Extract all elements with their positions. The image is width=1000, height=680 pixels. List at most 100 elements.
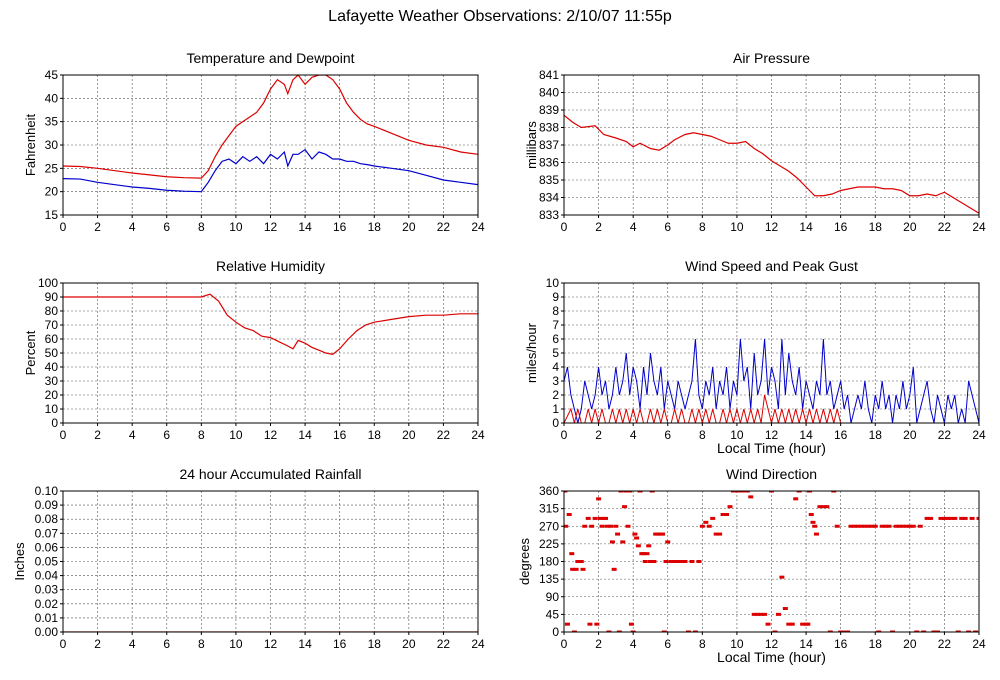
x-tick-label: 16 (333, 637, 347, 651)
x-tick-label: 4 (129, 637, 136, 651)
temp-series-line (63, 75, 478, 179)
x-tick-label: 22 (437, 220, 451, 234)
direction-point (661, 630, 667, 632)
direction-point (841, 630, 847, 632)
y-tick-label: 0.00 (35, 625, 59, 639)
x-tick-label: 18 (368, 428, 382, 442)
y-tick-label: 360 (539, 484, 559, 498)
direction-point (952, 516, 958, 520)
y-tick-label: 837 (539, 138, 559, 152)
direction-point (827, 630, 833, 632)
x-tick-label: 2 (94, 637, 101, 651)
direction-point (609, 540, 615, 544)
direction-point (935, 630, 940, 632)
x-tick-label: 24 (471, 428, 485, 442)
direction-point (931, 630, 937, 632)
x-tick-label: 0 (561, 220, 568, 234)
y-tick-label: 0 (552, 416, 559, 430)
x-tick-label: 10 (229, 220, 243, 234)
direction-point (616, 630, 622, 632)
x-tick-label: 0 (60, 637, 67, 651)
y-tick-label: 9 (552, 290, 559, 304)
y-tick-label: 50 (45, 346, 59, 360)
direction-point (838, 630, 844, 632)
direction-point (793, 497, 799, 501)
y-axis-label: degrees (517, 538, 532, 585)
x-tick-label: 8 (699, 220, 706, 234)
direction-point (812, 524, 818, 528)
direction-point (948, 516, 954, 520)
y-tick-label: 30 (45, 374, 59, 388)
direction-point (699, 524, 705, 528)
direction-point (717, 532, 723, 536)
direction-point (810, 520, 816, 524)
direction-point (845, 630, 851, 632)
direction-point (938, 516, 944, 520)
direction-point (914, 630, 920, 632)
direction-point (627, 491, 633, 493)
direction-point (772, 630, 778, 632)
direction-point (630, 630, 636, 632)
x-tick-label: 6 (664, 637, 671, 651)
chart-title: Relative Humidity (216, 258, 325, 274)
direction-point (644, 552, 650, 556)
x-tick-label: 22 (437, 637, 451, 651)
direction-point (973, 630, 979, 632)
chart-title: Air Pressure (733, 50, 810, 66)
direction-point (879, 524, 885, 528)
direction-point (865, 524, 871, 528)
direction-point (703, 520, 709, 524)
y-tick-label: 0.03 (35, 583, 59, 597)
x-tick-label: 14 (799, 637, 813, 651)
direction-point (635, 544, 641, 548)
direction-point (686, 630, 691, 632)
y-tick-label: 0 (51, 416, 58, 430)
direction-point (858, 524, 864, 528)
direction-point (668, 560, 674, 563)
y-tick-label: 35 (45, 115, 59, 129)
direction-point (720, 513, 726, 516)
x-tick-label: 12 (765, 428, 779, 442)
x-tick-label: 16 (333, 428, 347, 442)
y-tick-label: 70 (45, 318, 59, 332)
direction-point (642, 560, 648, 563)
direction-point (928, 516, 934, 520)
chart-title: Temperature and Dewpoint (186, 50, 354, 66)
direction-point (597, 516, 603, 520)
direction-point (706, 524, 712, 528)
x-tick-label: 20 (402, 220, 416, 234)
y-tick-label: 840 (539, 86, 559, 100)
x-tick-label: 12 (264, 637, 278, 651)
direction-point (903, 524, 909, 528)
y-tick-label: 0.07 (35, 526, 59, 540)
y-tick-label: 839 (539, 103, 559, 117)
y-tick-label: 2 (552, 388, 559, 402)
direction-point (782, 607, 788, 610)
x-tick-label: 4 (630, 637, 637, 651)
wind-series-line (564, 338, 979, 423)
x-tick-label: 22 (938, 637, 952, 651)
direction-point (628, 622, 634, 626)
direction-point (737, 491, 743, 493)
direction-point (594, 622, 600, 626)
y-tick-label: 0.08 (35, 512, 59, 526)
y-tick-label: 4 (552, 360, 559, 374)
direction-point (786, 622, 792, 626)
wind-series-line (564, 394, 979, 423)
x-tick-label: 16 (834, 220, 848, 234)
y-tick-label: 180 (539, 555, 559, 569)
direction-point (969, 516, 975, 520)
direction-point (924, 516, 930, 520)
direction-point (862, 524, 868, 528)
x-tick-label: 0 (60, 428, 67, 442)
direction-point (765, 622, 771, 626)
y-tick-label: 225 (539, 537, 559, 551)
direction-point (573, 567, 579, 571)
direction-point (679, 560, 685, 563)
direction-point (646, 544, 652, 548)
y-tick-label: 80 (45, 304, 59, 318)
x-tick-label: 20 (402, 428, 416, 442)
y-tick-label: 10 (546, 276, 560, 290)
